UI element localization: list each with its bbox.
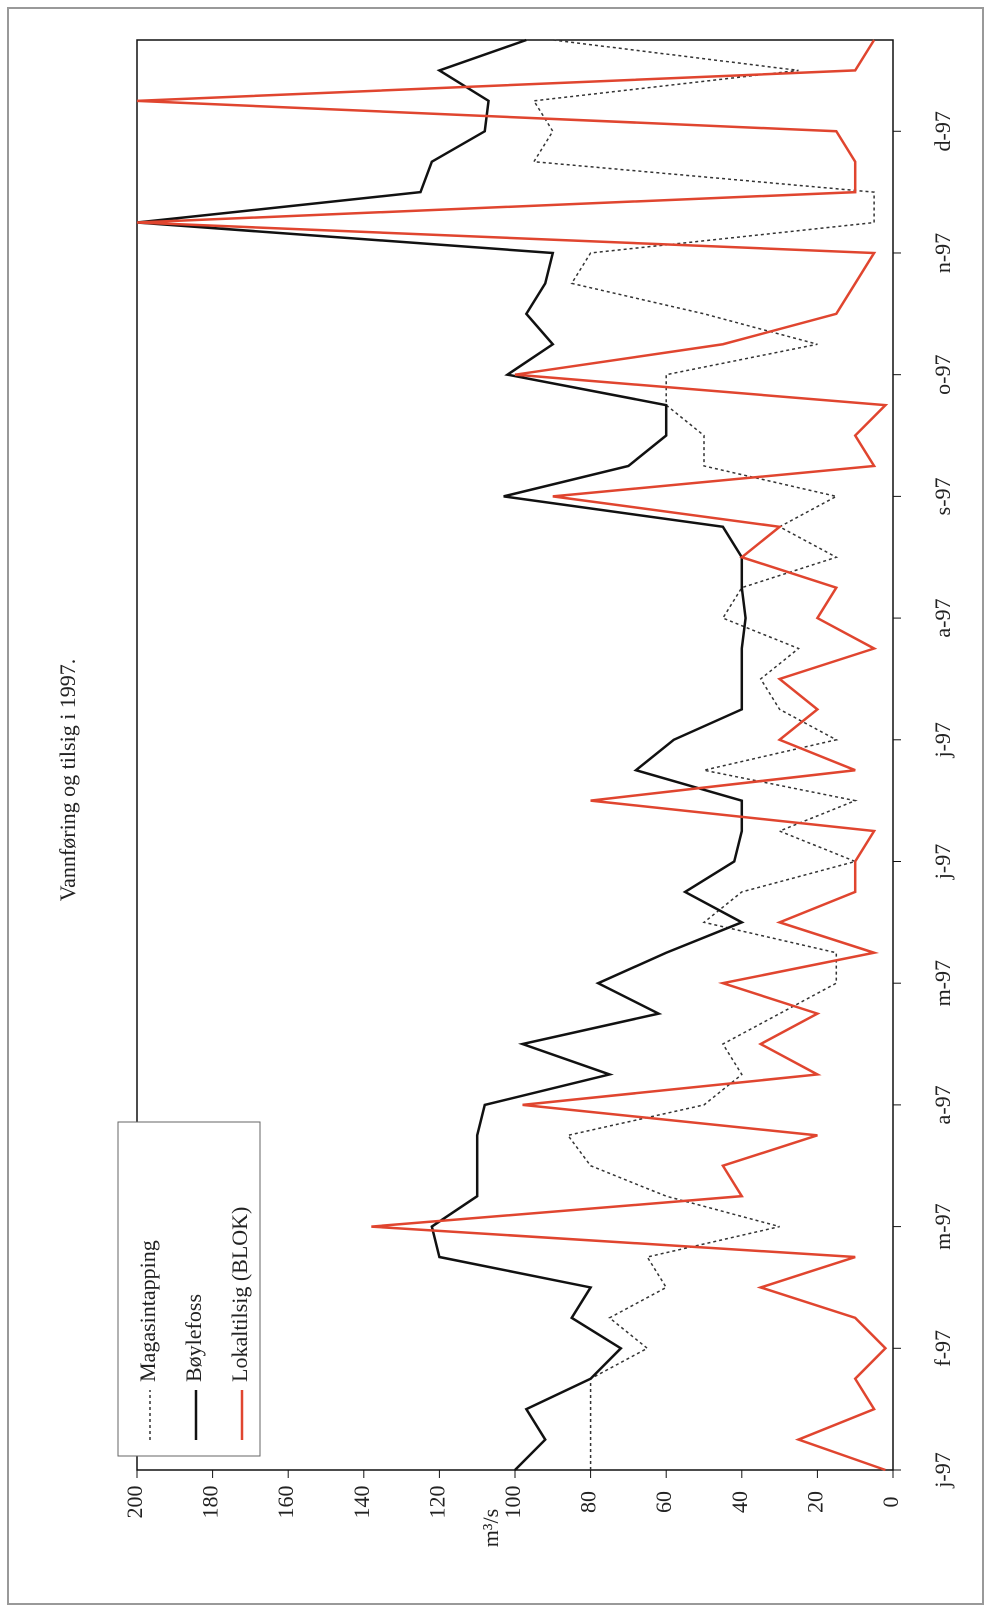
y-tick-label: 160 [273, 1486, 298, 1519]
legend [117, 1121, 261, 1457]
y-tick-label: 140 [349, 1486, 374, 1519]
legend-label: Lokaltilsig (BLOK) [227, 1207, 252, 1382]
x-tick-label: j-97 [930, 722, 955, 758]
x-tick-label: j-97 [930, 1452, 955, 1488]
x-tick-label: f-97 [930, 1330, 955, 1367]
legend-label: Magasintapping [135, 1240, 160, 1382]
x-tick-label: a-97 [930, 1085, 955, 1124]
y-tick-label: 200 [122, 1486, 147, 1519]
legend-label: Bøylefoss [181, 1294, 206, 1382]
y-tick-label: 0 [878, 1497, 903, 1508]
page-frame [7, 7, 984, 1605]
y-tick-label: 40 [727, 1491, 752, 1513]
series-line [136, 39, 889, 1472]
y-tick-label: 80 [576, 1491, 601, 1513]
y-tick-label: 100 [500, 1486, 525, 1519]
x-tick-label: s-97 [930, 477, 955, 515]
x-tick-label: j-97 [930, 844, 955, 880]
x-tick-label: n-97 [930, 233, 955, 273]
series-line [532, 39, 875, 1470]
x-tick-label: a-97 [930, 599, 955, 638]
x-tick-label: m-97 [930, 1203, 955, 1249]
y-tick-label: 180 [198, 1486, 223, 1519]
chart-title: Vannføring og tilsig i 1997. [55, 659, 80, 902]
x-tick-label: d-97 [930, 111, 955, 151]
x-tick-label: m-97 [930, 960, 955, 1006]
x-tick-label: o-97 [930, 355, 955, 395]
y-tick-label: 60 [651, 1491, 676, 1513]
y-tick-label: 120 [424, 1486, 449, 1519]
y-tick-label: 20 [802, 1491, 827, 1513]
y-axis-label: m³/s [478, 1509, 503, 1547]
